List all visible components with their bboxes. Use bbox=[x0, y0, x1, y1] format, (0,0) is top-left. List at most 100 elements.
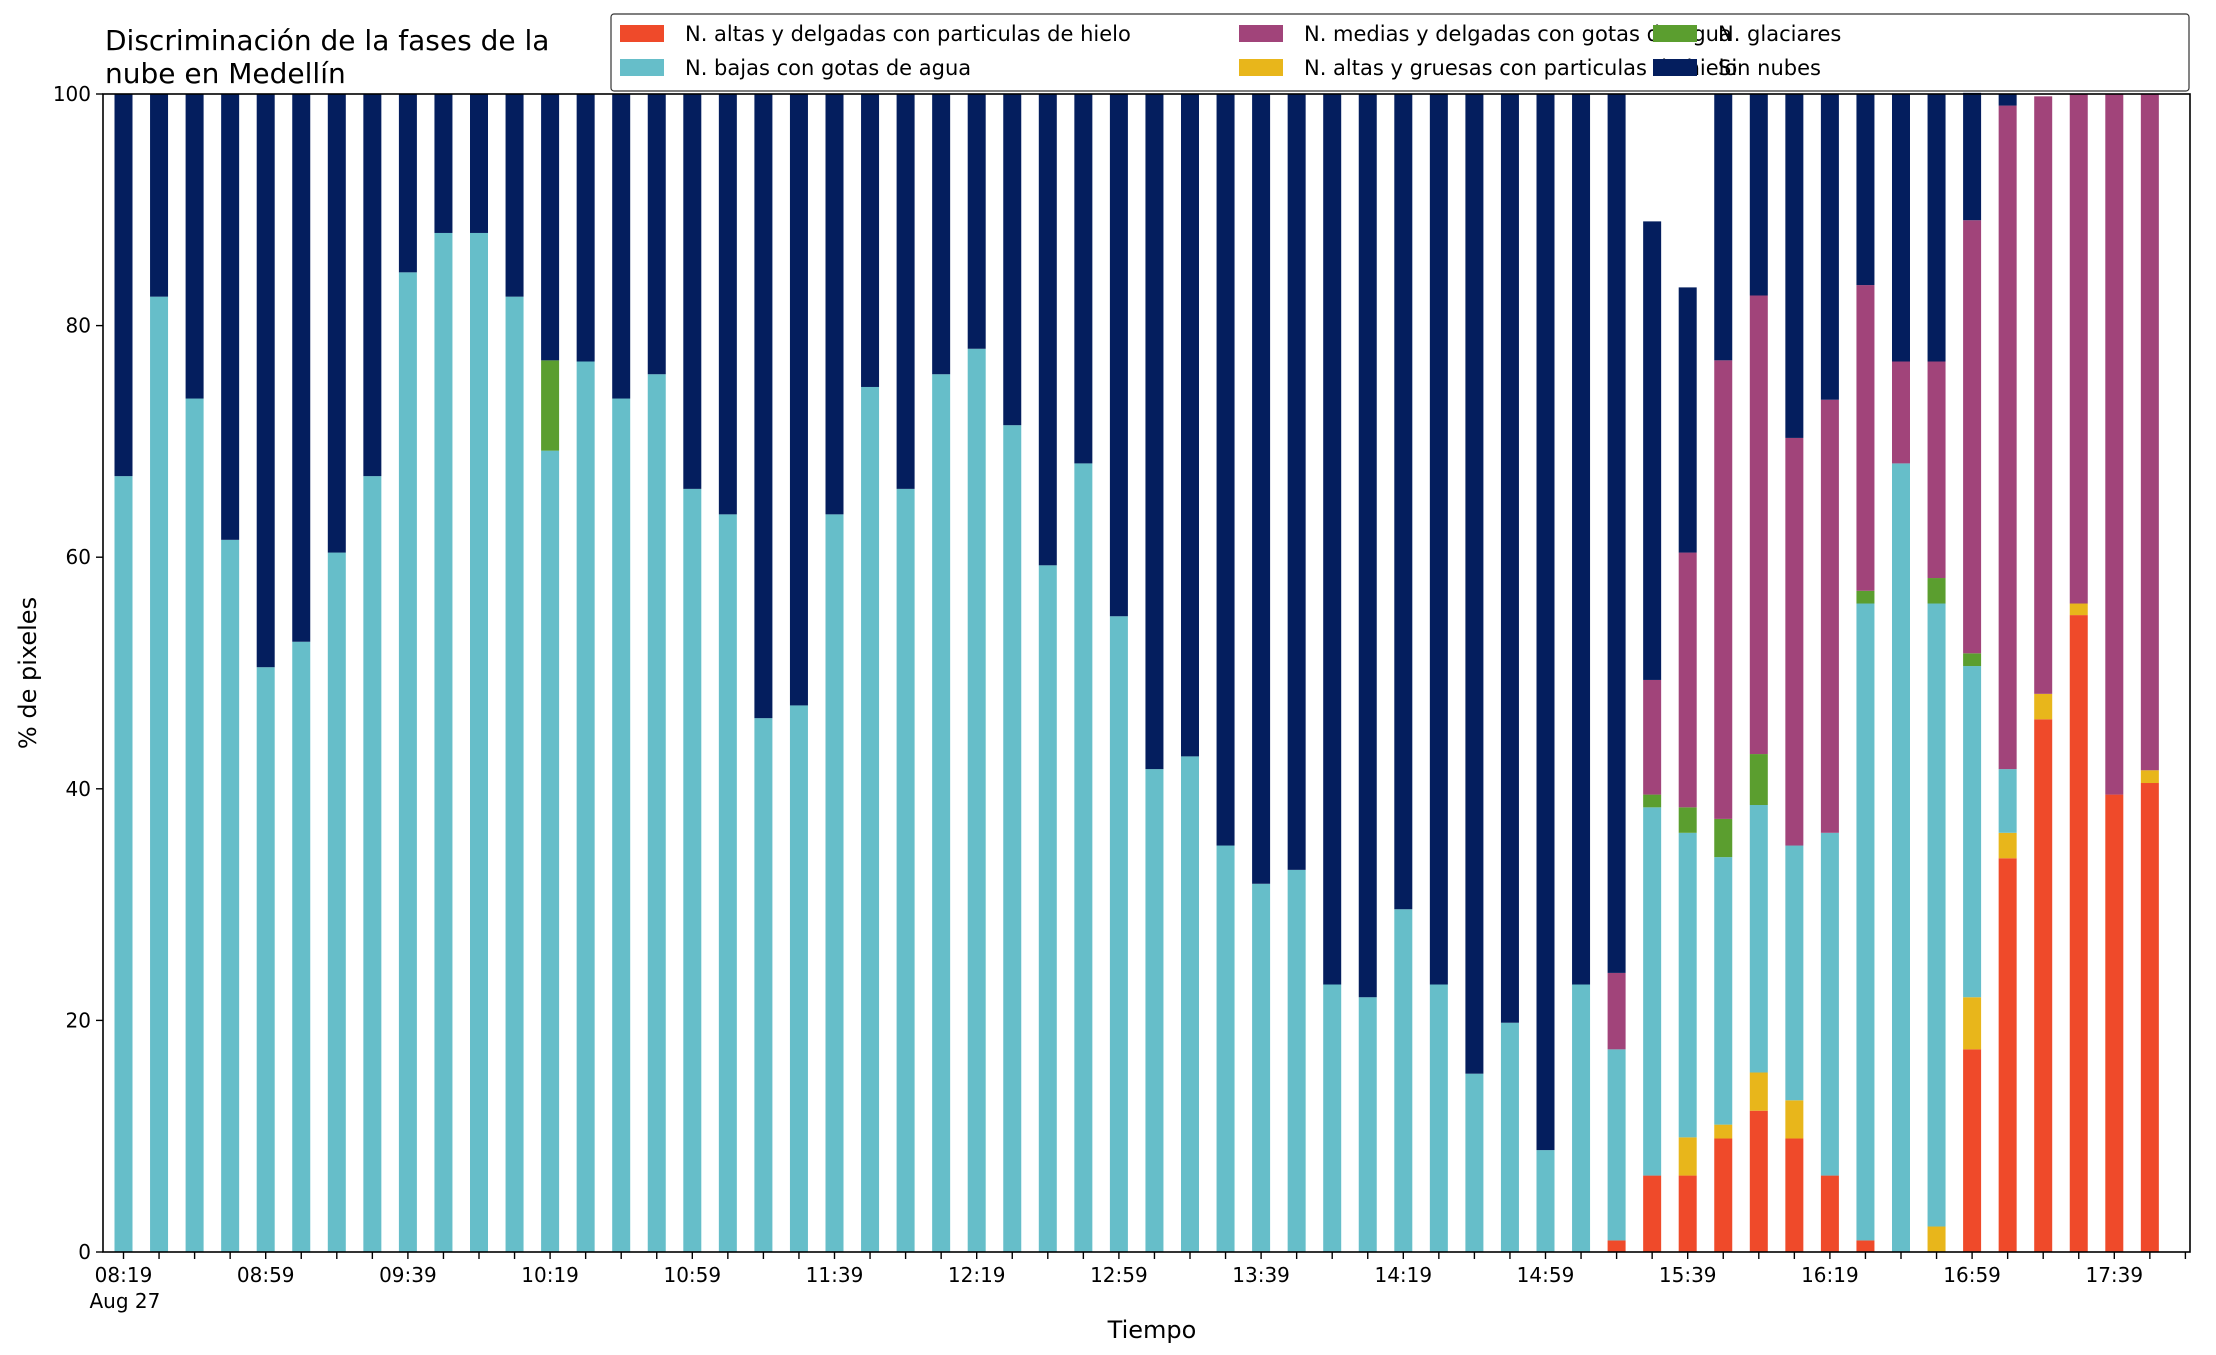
x-tick-label-14: 17:39 bbox=[2085, 1263, 2143, 1287]
bar-seg-53-1 bbox=[1998, 832, 2017, 859]
bar-seg-46-4 bbox=[1749, 295, 1768, 755]
bar-seg-10-5 bbox=[470, 94, 488, 233]
bar-seg-12-5 bbox=[541, 94, 560, 361]
bar-seg-18-5 bbox=[754, 94, 773, 719]
bar-seg-3-5 bbox=[221, 94, 240, 540]
x-tick-label-5: 11:39 bbox=[806, 1263, 864, 1287]
bar-seg-31-5 bbox=[1216, 94, 1235, 846]
bar-seg-55-1 bbox=[2069, 603, 2088, 616]
bar-seg-19-5 bbox=[789, 94, 808, 706]
bar-seg-47-5 bbox=[1785, 94, 1804, 438]
x-tick-label-0: 08:19 bbox=[95, 1263, 153, 1287]
bar-seg-49-0 bbox=[1856, 1240, 1875, 1252]
bar-seg-4-5 bbox=[256, 94, 275, 668]
bar-seg-23-5 bbox=[932, 94, 951, 375]
bar-seg-7-5 bbox=[363, 94, 382, 477]
x-tick-label-4: 10:59 bbox=[663, 1263, 721, 1287]
bar-seg-16-5 bbox=[683, 94, 702, 489]
bar-seg-55-4 bbox=[2069, 94, 2088, 604]
x-tick-label-1: 08:59 bbox=[237, 1263, 295, 1287]
legend-frame bbox=[610, 13, 2190, 92]
x-axis-label: Tiempo bbox=[1107, 1316, 1197, 1344]
bar-seg-18-2 bbox=[754, 718, 773, 1252]
x-tick-label-8: 13:39 bbox=[1232, 1263, 1290, 1287]
bar-seg-8-5 bbox=[398, 94, 417, 273]
bar-seg-42-2 bbox=[1607, 1049, 1626, 1241]
bar-seg-39-5 bbox=[1500, 94, 1519, 1023]
bar-seg-33-2 bbox=[1287, 869, 1306, 1252]
bar-seg-32-5 bbox=[1252, 94, 1271, 884]
bar-seg-27-2 bbox=[1074, 463, 1093, 1252]
y-axis: 0 20 40 60 80 100 bbox=[53, 82, 103, 1264]
bar-seg-15-2 bbox=[647, 374, 666, 1252]
bar-seg-44-0 bbox=[1678, 1175, 1697, 1252]
bar-seg-35-2 bbox=[1358, 997, 1377, 1252]
bar-seg-57-1 bbox=[2140, 770, 2159, 784]
bar-seg-53-4 bbox=[1998, 105, 2017, 770]
bar-seg-5-5 bbox=[292, 94, 311, 642]
bar-seg-19-2 bbox=[789, 705, 808, 1252]
bar-seg-11-2 bbox=[505, 296, 524, 1252]
y-tick-label-2: 40 bbox=[66, 777, 91, 801]
bar-seg-22-5 bbox=[896, 94, 915, 489]
bar-seg-53-5 bbox=[1998, 94, 2017, 106]
bar-seg-50-4 bbox=[1892, 361, 1910, 464]
bar-seg-24-2 bbox=[967, 348, 986, 1252]
bar-seg-53-0 bbox=[1998, 858, 2017, 1252]
bar-seg-12-3 bbox=[541, 360, 560, 451]
bar-seg-22-2 bbox=[896, 488, 915, 1252]
bar-seg-52-1 bbox=[1963, 997, 1982, 1050]
bar-seg-30-2 bbox=[1181, 756, 1199, 1252]
bar-seg-1-2 bbox=[150, 296, 169, 1252]
bar-seg-34-2 bbox=[1323, 984, 1342, 1252]
bar-seg-13-2 bbox=[576, 361, 595, 1252]
bar-seg-56-4 bbox=[2105, 94, 2124, 795]
bar-seg-28-5 bbox=[1109, 94, 1128, 617]
bar-seg-11-5 bbox=[505, 94, 524, 297]
bar-seg-43-4 bbox=[1643, 679, 1662, 795]
bar-seg-36-5 bbox=[1394, 94, 1413, 910]
y-tick-label-4: 80 bbox=[66, 314, 91, 338]
bar-seg-15-5 bbox=[647, 94, 666, 375]
bar-seg-46-3 bbox=[1749, 754, 1768, 806]
bar-seg-17-5 bbox=[718, 94, 737, 515]
legend-swatch-3 bbox=[1653, 25, 1697, 42]
bar-seg-26-2 bbox=[1038, 565, 1057, 1252]
x-tick-label-11: 15:39 bbox=[1659, 1263, 1717, 1287]
bar-seg-21-5 bbox=[861, 94, 880, 387]
bar-seg-52-4 bbox=[1963, 220, 1982, 654]
bar-seg-34-5 bbox=[1323, 94, 1342, 985]
bar-seg-37-2 bbox=[1429, 984, 1448, 1252]
bar-seg-48-4 bbox=[1820, 399, 1839, 833]
legend-label-0: N. altas y delgadas con particulas de hi… bbox=[685, 22, 1131, 46]
bar-seg-20-2 bbox=[825, 514, 844, 1252]
bar-seg-56-0 bbox=[2105, 794, 2124, 1252]
legend-swatch-0 bbox=[620, 25, 664, 42]
x-tick-label-6: 12:19 bbox=[948, 1263, 1006, 1287]
bar-seg-47-0 bbox=[1785, 1138, 1804, 1252]
x-tick-label-3: 10:19 bbox=[521, 1263, 579, 1287]
bar-seg-45-1 bbox=[1714, 1124, 1733, 1139]
bar-seg-49-3 bbox=[1856, 590, 1875, 604]
bar-seg-47-4 bbox=[1785, 437, 1804, 846]
bar-seg-25-5 bbox=[1003, 94, 1022, 426]
bar-seg-54-1 bbox=[2034, 693, 2053, 720]
bar-seg-14-2 bbox=[612, 398, 631, 1252]
bar-seg-45-2 bbox=[1714, 857, 1733, 1125]
bar-seg-53-2 bbox=[1998, 769, 2017, 833]
bar-seg-17-2 bbox=[718, 514, 737, 1252]
x-axis: 08:19 08:59 09:39 10:19 10:59 11:39 12:19 12:59… bbox=[90, 1252, 2187, 1313]
bar-seg-9-2 bbox=[434, 232, 453, 1252]
bar-seg-44-1 bbox=[1678, 1137, 1697, 1176]
bar-seg-48-5 bbox=[1820, 94, 1839, 400]
bar-seg-43-3 bbox=[1643, 794, 1662, 808]
bar-seg-42-5 bbox=[1607, 94, 1626, 973]
bar-seg-55-0 bbox=[2069, 615, 2088, 1252]
bar-seg-40-2 bbox=[1536, 1150, 1555, 1252]
bar-seg-51-5 bbox=[1927, 94, 1946, 362]
bar-seg-0-5 bbox=[114, 94, 133, 477]
bar-seg-5-2 bbox=[292, 641, 311, 1252]
bar-seg-7-2 bbox=[363, 476, 382, 1252]
bar-seg-51-4 bbox=[1927, 361, 1946, 579]
legend-swatch-1 bbox=[1239, 59, 1283, 76]
